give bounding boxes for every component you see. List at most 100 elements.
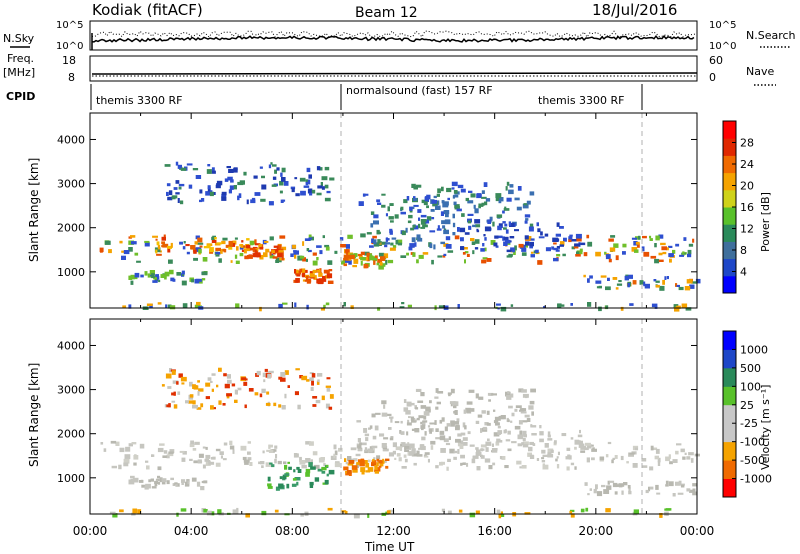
velocity-cell — [309, 484, 314, 488]
velocity-cell — [266, 391, 270, 395]
power-cell — [451, 187, 455, 190]
power-cell — [466, 253, 470, 257]
power-cell — [457, 184, 464, 189]
power-cell — [299, 177, 306, 182]
power-cell — [381, 241, 387, 245]
power-cell — [373, 260, 376, 265]
velocity-cell — [150, 478, 154, 482]
power-cell — [237, 195, 240, 201]
velocity-cell — [364, 460, 368, 464]
velocity-cell — [669, 461, 673, 465]
velocity-cell — [455, 424, 460, 430]
velocity-cell — [119, 447, 125, 453]
velocity-cell — [524, 512, 531, 515]
velocity-cell — [472, 455, 479, 459]
power-cell — [484, 226, 491, 232]
power-cell — [358, 201, 364, 206]
power-cell — [571, 239, 577, 242]
power-cell — [253, 175, 258, 179]
power-cell — [673, 304, 679, 308]
power-cell — [209, 191, 214, 197]
velocity-cell — [241, 377, 247, 380]
power-cell — [228, 189, 232, 194]
power-cell — [426, 205, 429, 209]
power-cell — [441, 220, 446, 225]
velocity-cell — [181, 382, 185, 385]
power-cell — [498, 200, 502, 204]
power-cell — [228, 240, 233, 246]
power-cell — [306, 248, 310, 252]
power-cell — [685, 307, 692, 311]
velocity-cell — [132, 508, 138, 514]
velocity-cell — [434, 396, 439, 399]
velocity-cell — [415, 407, 419, 410]
power-cell — [265, 248, 270, 253]
power-cell — [662, 279, 665, 285]
power-cell — [296, 269, 299, 274]
velocity-cell — [189, 381, 193, 387]
velocity-cell — [348, 460, 355, 464]
power-cell — [569, 234, 573, 237]
power-cell — [460, 246, 465, 251]
velocity-cell — [470, 408, 475, 412]
power-cell — [301, 273, 305, 277]
velocity-cell — [218, 400, 222, 405]
velocity-cell — [381, 443, 387, 448]
velocity-cell — [309, 481, 314, 486]
power-cell — [409, 206, 413, 211]
power-cell — [195, 175, 202, 179]
velocity-cell — [601, 484, 606, 488]
power-cell — [457, 227, 460, 232]
velocity-cell — [596, 491, 603, 497]
velocity-cell — [145, 483, 151, 489]
velocity-cell — [603, 489, 610, 494]
velocity-cell — [478, 396, 484, 400]
velocity-cell — [357, 448, 363, 452]
power-cell — [268, 164, 272, 169]
power-cell — [509, 236, 515, 239]
velocity-cell — [547, 438, 553, 441]
power-cell — [478, 205, 481, 209]
velocity-cell — [357, 438, 361, 443]
power-cell — [207, 164, 211, 167]
velocity-cell — [424, 452, 430, 455]
velocity-cell — [599, 456, 605, 461]
velocity-cell — [678, 480, 682, 485]
velocity-cell — [591, 457, 595, 461]
velocity-cell — [480, 448, 483, 452]
velocity-cell — [265, 402, 271, 406]
velocity-cell — [282, 474, 287, 480]
velocity-cell — [420, 444, 424, 448]
velocity-cell — [171, 370, 176, 375]
power-cell — [162, 243, 169, 248]
power-cell — [407, 304, 412, 308]
power-cell — [161, 236, 166, 241]
power-cell — [470, 238, 475, 242]
velocity-cell — [134, 454, 137, 457]
power-cell — [436, 193, 440, 197]
power-cell — [540, 231, 543, 236]
velocity-cell — [268, 370, 274, 374]
velocity-cell — [495, 441, 500, 446]
velocity-cell — [654, 455, 659, 460]
power-cell — [571, 246, 576, 250]
velocity-cell — [591, 444, 594, 447]
power-cell — [556, 254, 561, 257]
power-cell — [381, 193, 386, 196]
power-ylabel: Slant Range [km] — [27, 158, 41, 262]
velocity-cell — [623, 482, 628, 486]
velocity-cell — [507, 430, 511, 435]
power-cell — [651, 303, 658, 308]
power-cell — [442, 225, 446, 229]
velocity-cell — [522, 393, 529, 398]
power-cell — [400, 211, 406, 215]
power-cell — [642, 235, 647, 239]
power-cell — [299, 268, 303, 272]
power-cell — [486, 258, 492, 262]
velocity-cell — [278, 483, 284, 488]
power-cell — [264, 240, 269, 243]
power-cell — [328, 269, 333, 272]
velocity-cell — [386, 413, 392, 416]
velocity-ytick-label: 4000 — [57, 339, 85, 352]
velocity-cell — [293, 469, 296, 473]
